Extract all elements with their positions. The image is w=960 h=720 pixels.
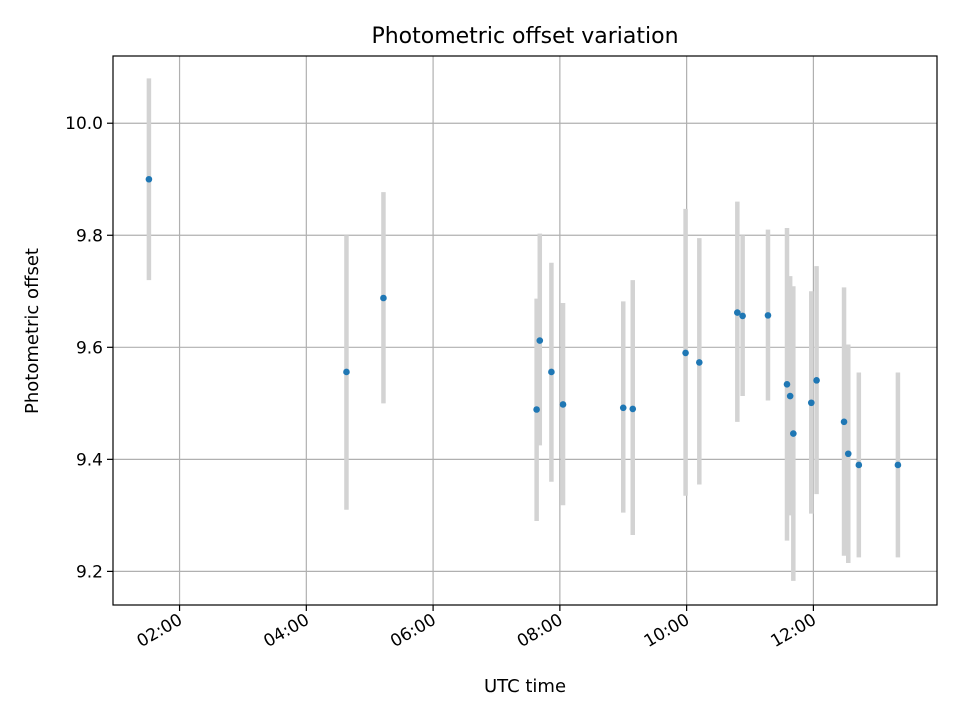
x-tick-label: 02:00 [134,610,186,652]
data-points [145,175,902,469]
data-point [783,380,791,388]
data-point [786,392,794,400]
y-axis-label: Photometric offset [22,248,43,414]
y-axis-ticks: 9.2 9.4 9.6 9.8 10.0 [65,114,113,582]
data-point [548,368,555,376]
data-point [764,312,772,319]
y-tick-label: 10.0 [65,114,103,134]
x-tick-label: 08:00 [514,610,566,652]
data-point [894,461,902,469]
data-point [840,418,848,426]
x-tick-label: 06:00 [387,610,439,652]
data-point [536,337,544,344]
x-tick-label: 04:00 [260,610,312,652]
x-axis-ticks: 02:00 04:00 06:00 08:00 10:00 12:00 [134,605,820,652]
data-point [844,450,852,458]
data-point [559,401,567,408]
x-axis-label: UTC time [484,676,566,697]
data-point [807,399,815,407]
data-point [734,309,741,316]
data-point [739,312,746,320]
data-point [145,175,153,183]
data-point [813,377,820,384]
x-tick-label: 10:00 [641,610,693,652]
data-point [533,406,540,413]
data-point [619,404,627,412]
error-bars [146,78,901,581]
data-point [380,294,387,302]
data-point [790,430,797,437]
data-point [682,349,689,357]
y-tick-label: 9.4 [76,450,103,470]
y-tick-label: 9.8 [76,226,103,246]
data-point [629,405,637,413]
plot-frame [112,55,938,606]
chart-title: Photometric offset variation [371,24,678,49]
y-tick-label: 9.6 [76,338,103,358]
data-point [343,368,350,376]
data-point [855,461,863,469]
y-tick-label: 9.2 [76,562,103,582]
data-point [696,359,703,366]
x-tick-label: 12:00 [767,610,819,652]
